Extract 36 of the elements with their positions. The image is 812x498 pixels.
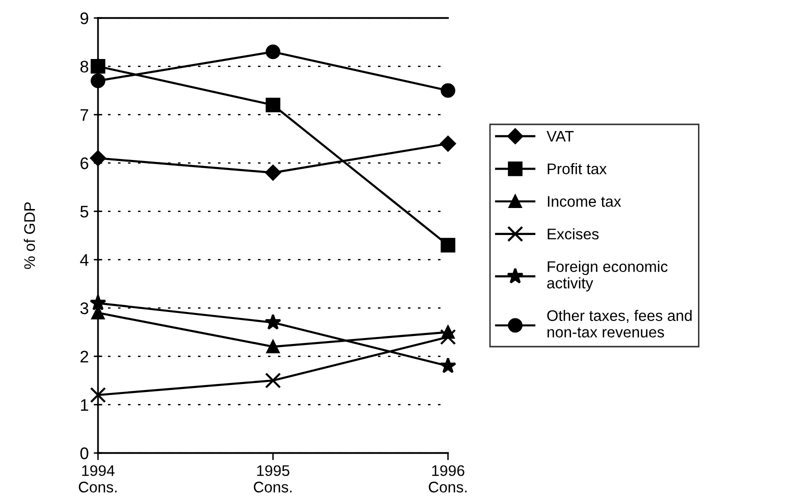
y-axis-title: % of GDP (24, 202, 36, 269)
legend-label: Other taxes, fees and non-tax revenues (547, 310, 692, 338)
y-tick-label: 5 (80, 206, 88, 218)
point (90, 294, 106, 310)
point (266, 44, 280, 60)
legend-label: VAT (546, 131, 574, 142)
point (440, 83, 456, 98)
point (266, 98, 280, 112)
y-tick-label: 9 (80, 12, 88, 24)
y-tick-label: 2 (80, 350, 88, 362)
point (440, 329, 456, 345)
y-tick-label: 6 (80, 157, 88, 170)
y-tick-label: 7 (80, 109, 88, 121)
y-tick-label: 0 (80, 447, 88, 460)
point (90, 74, 106, 88)
point (440, 357, 456, 374)
y-tick-label: 8 (80, 60, 88, 73)
point (265, 164, 281, 181)
point (440, 136, 456, 152)
legend-label: Income tax (548, 196, 622, 207)
x-tick-label: 1994 Cons. (78, 465, 117, 492)
legend-label: Excises (548, 228, 599, 240)
point (90, 59, 106, 74)
point (440, 238, 456, 252)
legend-label: Profit tax (548, 163, 607, 174)
y-tick-label: 3 (80, 302, 88, 314)
y-tick-label: 4 (80, 254, 88, 266)
x-tick-label: 1995 Cons. (254, 465, 292, 492)
legend-label: Foreign economic activity (547, 260, 668, 292)
point (264, 314, 282, 330)
point (90, 150, 106, 166)
point (265, 372, 281, 388)
y-tick-label: 1 (80, 399, 88, 411)
point (266, 340, 280, 354)
x-tick-label: 1996 Cons. (428, 465, 467, 492)
point (90, 387, 106, 403)
